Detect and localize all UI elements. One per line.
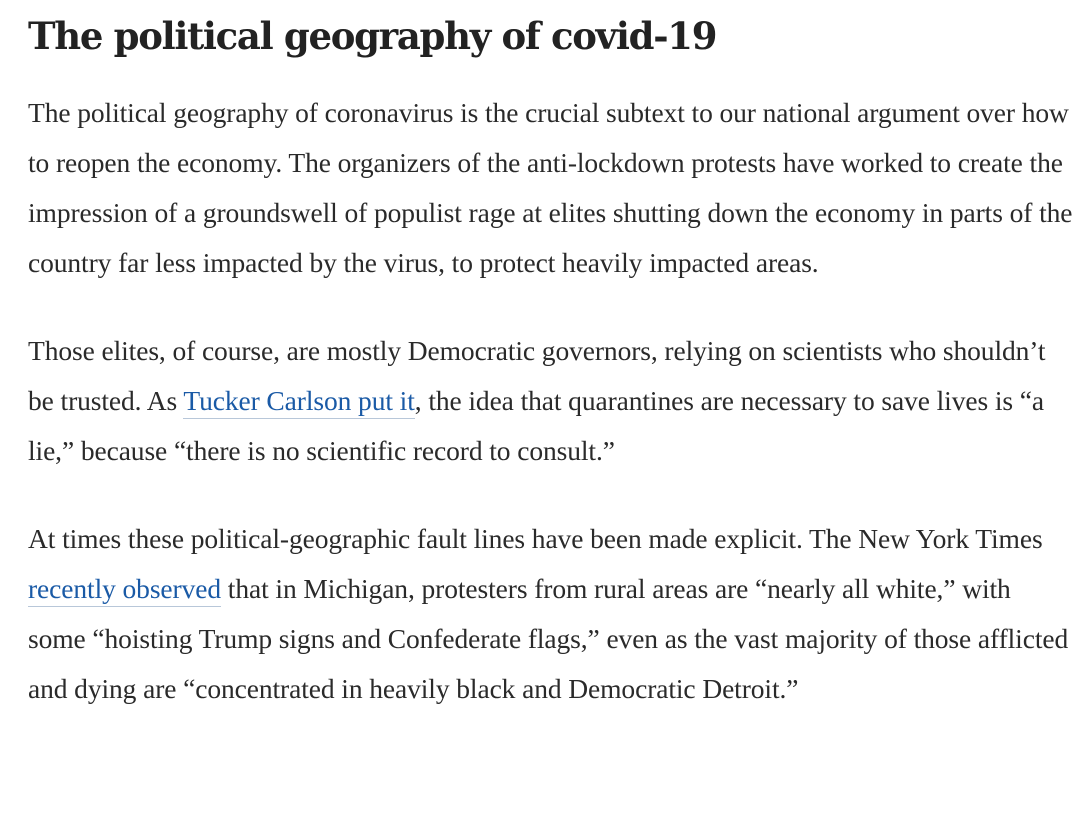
recently-observed-link[interactable]: recently observed [28,573,221,607]
article-paragraph-3: At times these political-geographic faul… [28,514,1073,714]
paragraph-3-text-before-link: At times these political-geographic faul… [28,523,1043,554]
article-headline: The political geography of covid-19 [28,14,717,58]
paragraph-3-text-after-link: that in Michigan, protesters from rural … [28,573,1069,704]
paragraph-1-text: The political geography of coronavirus i… [28,97,1073,278]
article-paragraph-1: The political geography of coronavirus i… [28,88,1073,288]
paragraph-2-text-after-link: , the idea that quarantines are necessar… [28,385,1044,466]
paragraph-2-text-before-link: Those elites, of course, are mostly Demo… [28,335,1046,416]
article: The political geography of covid-19 The … [28,0,1073,714]
tucker-carlson-link[interactable]: Tucker Carlson put it [183,385,415,419]
article-paragraph-2: Those elites, of course, are mostly Demo… [28,326,1073,476]
